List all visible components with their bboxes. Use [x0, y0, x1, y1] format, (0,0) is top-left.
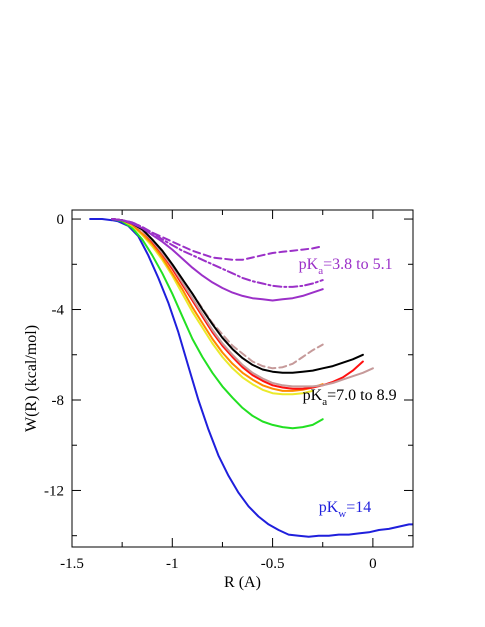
series-line-3	[111, 218, 314, 396]
series-line-1	[89, 218, 413, 538]
series-layer	[89, 218, 413, 538]
annotation-3: pKw=14	[319, 499, 372, 520]
y-tick-label: 0	[57, 212, 65, 228]
annotation-1: pKa=3.8 to 5.1	[299, 256, 393, 277]
plot-frame	[71, 209, 414, 548]
x-tick-label: 0	[369, 556, 377, 572]
annotations-layer: pKa=3.8 to 5.1 pKa=7.0 to 8.9 pKw=14	[299, 256, 397, 520]
y-tick-label: -4	[52, 303, 65, 319]
x-axis-title: R (A)	[224, 574, 261, 591]
x-tick-label: -1	[166, 556, 179, 572]
series-line-11	[111, 218, 324, 261]
y-tick-label: -12	[44, 483, 64, 499]
y-axis-title: W(R) (kcal/mol)	[23, 325, 40, 432]
series-line-8	[111, 218, 364, 374]
series-line-2	[111, 218, 324, 430]
series-line-4	[111, 218, 324, 392]
series-line-9	[111, 218, 324, 302]
annotation-2: pKa=7.0 to 8.9	[303, 387, 397, 408]
ticks-layer: -1.5 -1 -0.5 0 0 -4 -8 -12	[44, 210, 413, 572]
x-tick-label: -1.5	[60, 556, 84, 572]
x-tick-label: -0.5	[261, 556, 285, 572]
y-tick-label: -8	[52, 393, 65, 409]
